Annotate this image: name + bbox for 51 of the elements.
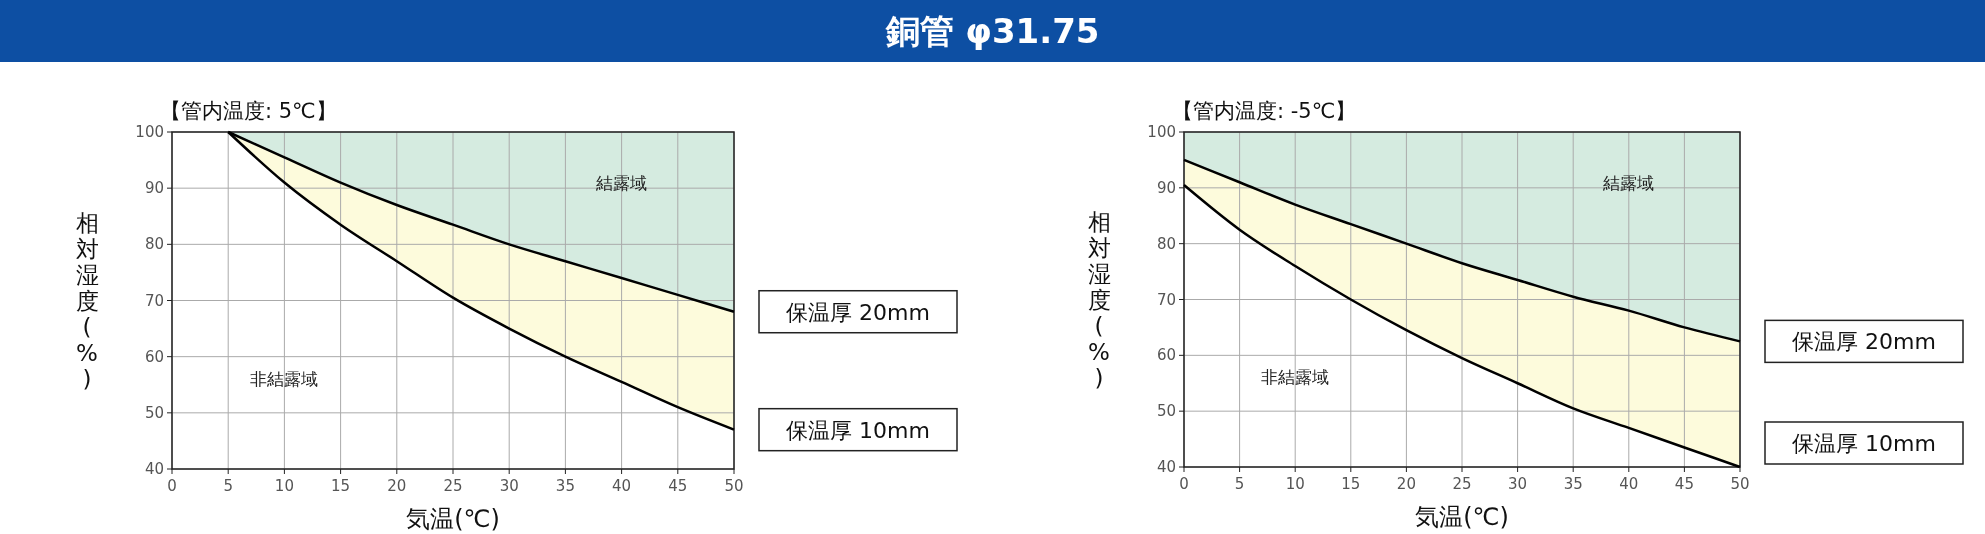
x-tick-label: 15 (331, 477, 351, 495)
x-tick-label: 25 (443, 477, 463, 495)
annotation: 非結露域 (250, 368, 319, 389)
y-tick-label: 100 (135, 123, 164, 141)
x-axis-title: 気温(℃) (1415, 503, 1509, 531)
x-tick-label: 35 (1563, 475, 1583, 493)
x-tick-label: 5 (223, 477, 233, 495)
x-tick-label: 5 (1234, 475, 1245, 493)
y-tick-label: 50 (1156, 402, 1176, 421)
chart-subtitle: 【管内温度: -5℃】 (1172, 99, 1357, 123)
chart-title: 銅管 φ31.75 (884, 11, 1100, 51)
x-tick-label: 25 (1452, 475, 1472, 493)
annotation: 非結露域 (1261, 367, 1330, 388)
y-tick-label: 60 (1156, 346, 1176, 365)
text: 保温厚 10mm (786, 417, 930, 443)
y-tick-label: 70 (144, 291, 164, 310)
x-tick-label: 20 (387, 477, 407, 495)
x-tick-label: 30 (1508, 475, 1528, 493)
x-tick-label: 50 (1730, 475, 1750, 493)
y-tick-label: 40 (144, 460, 164, 478)
x-tick-label: 15 (1341, 475, 1361, 493)
y-tick-label: 70 (1156, 290, 1176, 309)
y-tick-label: 80 (144, 235, 164, 254)
x-tick-label: 20 (1396, 475, 1416, 493)
y-tick-label: 100 (1147, 123, 1176, 141)
y-tick-label: 60 (144, 347, 164, 366)
chart-subtitle: 【管内温度: 5℃】 (160, 99, 337, 123)
x-axis-title: 気温(℃) (406, 505, 500, 533)
x-tick-label: 10 (1285, 475, 1305, 493)
text: 保温厚 20mm (786, 299, 930, 325)
text: 保温厚 20mm (1792, 329, 1936, 355)
x-tick-label: 40 (612, 477, 632, 495)
x-tick-label: 45 (668, 477, 688, 495)
x-tick-label: 50 (724, 477, 744, 495)
x-tick-label: 30 (499, 477, 519, 495)
x-tick-label: 45 (1674, 475, 1694, 493)
annotation: 結露域 (1602, 172, 1655, 193)
x-tick-label: 0 (167, 477, 177, 495)
y-tick-label: 50 (144, 403, 164, 422)
y-tick-label: 90 (1156, 178, 1176, 197)
annotation: 結露域 (595, 173, 648, 194)
y-axis-title: 相対湿度(%) (1087, 208, 1111, 391)
y-tick-label: 40 (1156, 458, 1176, 476)
y-tick-label: 80 (1156, 234, 1176, 253)
x-tick-label: 35 (555, 477, 575, 495)
x-tick-label: 40 (1619, 475, 1639, 493)
text: 保温厚 10mm (1792, 431, 1936, 456)
y-axis-title: 相対湿度(%) (75, 209, 99, 392)
x-tick-label: 0 (1179, 475, 1189, 493)
x-tick-label: 10 (274, 477, 294, 495)
y-tick-label: 90 (144, 179, 164, 198)
